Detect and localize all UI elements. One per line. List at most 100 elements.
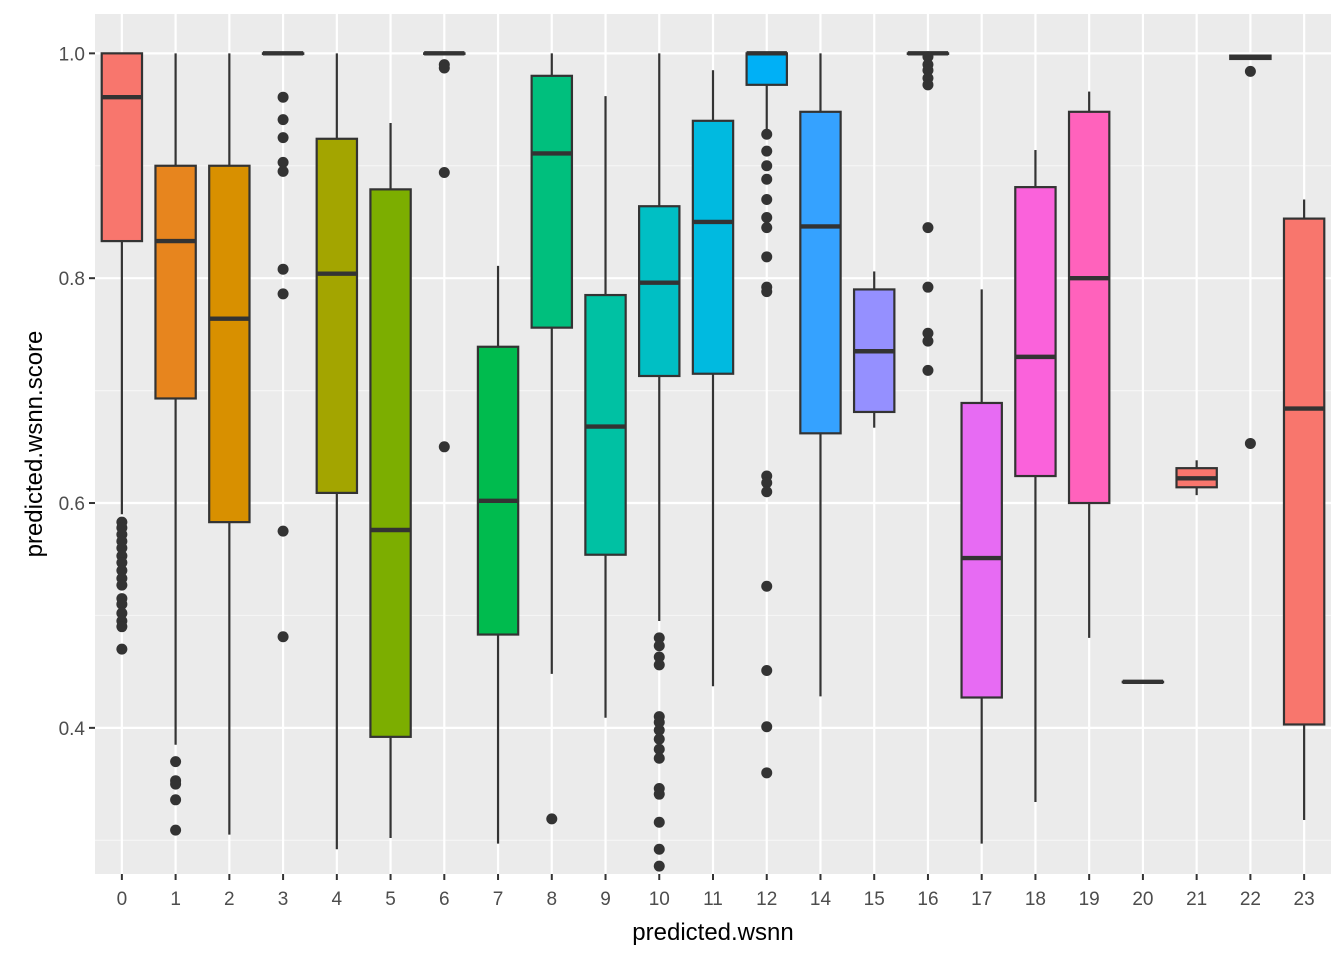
outlier-point	[653, 640, 665, 652]
x-tick-label: 16	[917, 889, 938, 910]
box-4	[315, 137, 359, 495]
box-group-20	[1121, 679, 1165, 684]
outlier-point	[653, 860, 665, 872]
outlier-point	[116, 564, 128, 576]
outlier-point	[116, 579, 128, 591]
box-11	[691, 119, 735, 375]
x-tick-label: 4	[332, 889, 343, 910]
outlier-point	[653, 733, 665, 745]
x-tick-label: 21	[1186, 889, 1207, 910]
box-19	[1067, 110, 1111, 505]
x-tick-label: 20	[1132, 889, 1153, 910]
outlier-point	[922, 327, 934, 339]
outlier-point	[170, 794, 182, 806]
outlier-point	[922, 51, 934, 63]
outlier-point	[116, 542, 128, 554]
box-group-8	[530, 53, 574, 825]
outlier-point	[922, 364, 934, 376]
outlier-point	[761, 173, 773, 185]
box-group-5	[369, 123, 412, 839]
outlier-point	[653, 632, 665, 644]
box-group-10	[638, 53, 681, 872]
outlier-point	[653, 788, 665, 800]
box-group-21	[1175, 460, 1218, 496]
box-group-19	[1067, 91, 1111, 638]
outlier-point	[277, 91, 289, 103]
outlier-point	[116, 621, 128, 633]
axes: 0.40.60.81.00 1 2 3 4 5 6 7 8 9 10 11 12 14 15 16 17 18 19…	[59, 44, 1315, 910]
x-tick-label: 5	[385, 889, 396, 910]
outlier-point	[761, 477, 773, 489]
box-14	[799, 110, 842, 435]
box-2	[208, 164, 251, 524]
outlier-point	[761, 286, 773, 298]
box-group-3	[261, 51, 305, 643]
outlier-point	[277, 525, 289, 537]
x-tick-label: 23	[1294, 889, 1315, 910]
outlier-point	[653, 651, 665, 663]
x-axis-title: predicted.wsnn	[632, 919, 793, 946]
outlier-point	[277, 631, 289, 643]
outlier-point	[277, 156, 289, 168]
x-tick-label: 15	[864, 889, 885, 910]
x-tick-label: 17	[971, 889, 992, 910]
x-tick-label: 11	[703, 889, 723, 910]
outlier-point	[116, 557, 128, 569]
outlier-point	[277, 165, 289, 177]
box-group-17	[960, 289, 1003, 844]
box-17	[960, 401, 1003, 699]
outlier-point	[170, 778, 182, 790]
outlier-point	[761, 145, 773, 157]
outlier-point	[277, 288, 289, 300]
x-tick-label: 19	[1079, 889, 1100, 910]
outlier-point	[761, 128, 773, 140]
outlier-point	[438, 62, 450, 74]
box-18	[1014, 186, 1057, 478]
box-series	[100, 51, 1326, 872]
outlier-point	[761, 193, 773, 205]
outlier-point	[653, 724, 665, 736]
box-5	[369, 188, 412, 738]
x-tick-label: 7	[493, 889, 504, 910]
box-group-15	[852, 271, 896, 428]
x-tick-label: 12	[756, 889, 777, 910]
outlier-point	[1244, 437, 1256, 449]
x-tick-label: 3	[278, 889, 289, 910]
box-group-6	[423, 51, 466, 453]
box-group-16	[906, 51, 950, 376]
outlier-point	[922, 281, 934, 293]
outlier-point	[438, 167, 450, 179]
outlier-point	[1244, 65, 1256, 77]
outlier-point	[653, 843, 665, 855]
outlier-point	[653, 716, 665, 728]
box-group-9	[584, 96, 627, 718]
outlier-point	[761, 160, 773, 172]
outlier-point	[277, 263, 289, 275]
outlier-point	[922, 79, 934, 91]
x-tick-label: 22	[1240, 889, 1261, 910]
x-tick-label: 2	[224, 889, 235, 910]
box-23	[1282, 217, 1326, 726]
x-tick-label: 18	[1025, 889, 1046, 910]
y-tick-label: 1.0	[59, 44, 85, 65]
box-group-18	[1014, 150, 1057, 803]
y-tick-label: 0.6	[59, 494, 85, 515]
outlier-point	[546, 813, 558, 825]
y-tick-label: 0.4	[59, 719, 86, 740]
box-group-2	[208, 53, 251, 835]
x-tick-label: 9	[600, 889, 611, 910]
outlier-point	[922, 222, 934, 234]
outlier-point	[277, 132, 289, 144]
outlier-point	[761, 665, 773, 677]
box-group-4	[315, 53, 359, 850]
box-10	[638, 205, 681, 378]
outlier-point	[922, 335, 934, 347]
box-12	[745, 52, 788, 86]
outlier-point	[116, 607, 128, 619]
x-tick-label: 14	[810, 889, 832, 910]
y-tick-label: 0.8	[59, 269, 85, 290]
box-group-0	[100, 52, 144, 655]
box-group-14	[799, 53, 842, 697]
box-group-11	[691, 70, 735, 687]
